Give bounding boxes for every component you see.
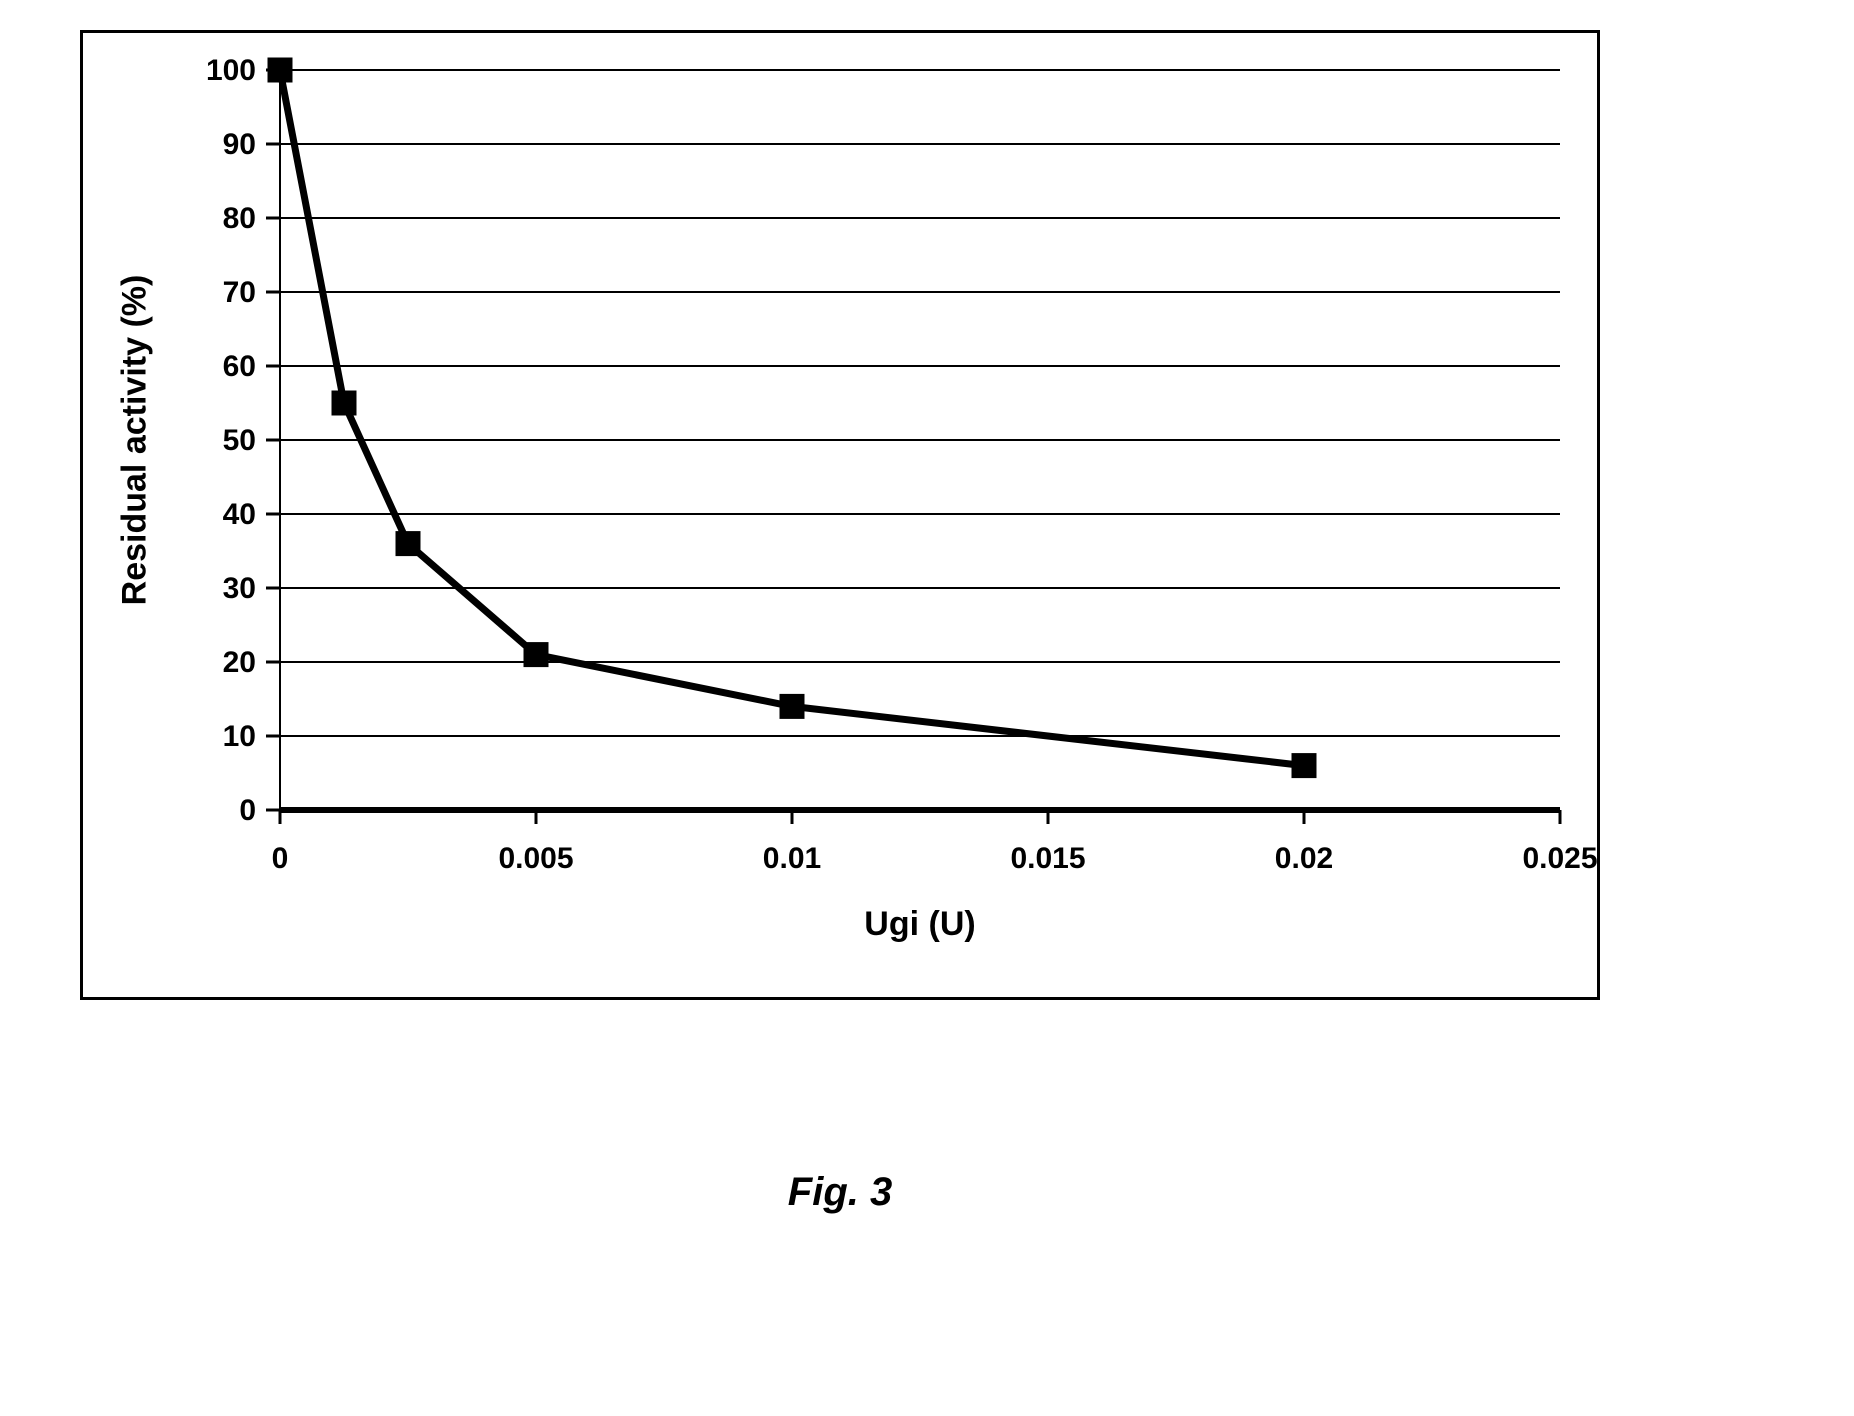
x-tick-label: 0	[272, 842, 289, 876]
y-tick-label: 40	[223, 498, 256, 532]
y-tick-label: 70	[223, 276, 256, 310]
y-tick-label: 0	[239, 794, 256, 828]
y-tick-label: 10	[223, 720, 256, 754]
figure-caption: Fig. 3	[788, 1170, 892, 1215]
y-tick-label: 80	[223, 202, 256, 236]
figure-container: Residual activity (%) Ugi (U) Fig. 3 0 10…	[0, 0, 1854, 1416]
y-tick-label: 60	[223, 350, 256, 384]
y-tick-label: 30	[223, 572, 256, 606]
y-tick-label: 100	[206, 54, 256, 88]
x-tick-label: 0.025	[1522, 842, 1597, 876]
x-tick-label: 0.01	[763, 842, 821, 876]
x-tick-label: 0.015	[1010, 842, 1085, 876]
x-tick-label: 0.02	[1275, 842, 1333, 876]
x-axis-label: Ugi (U)	[864, 905, 975, 944]
y-tick-label: 50	[223, 424, 256, 458]
y-tick-label: 90	[223, 128, 256, 162]
y-axis-label: Residual activity (%)	[116, 260, 155, 620]
y-tick-label: 20	[223, 646, 256, 680]
chart-plot	[80, 30, 1600, 1000]
x-tick-label: 0.005	[498, 842, 573, 876]
